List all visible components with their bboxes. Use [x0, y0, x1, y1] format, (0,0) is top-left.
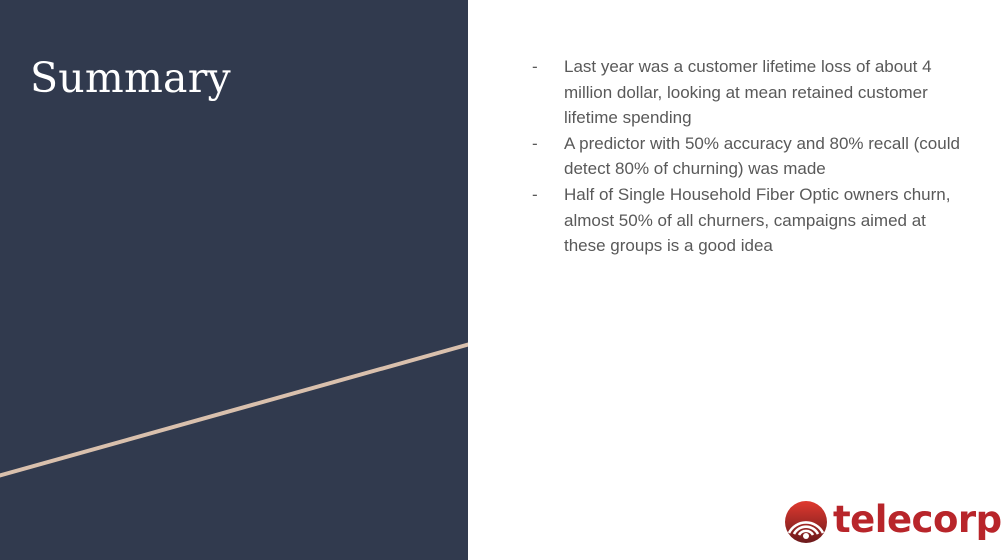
- telecorp-logo: telecorp: [783, 497, 1002, 547]
- summary-bullet: - A predictor with 50% accuracy and 80% …: [530, 131, 960, 182]
- signal-waves-icon: [785, 501, 827, 543]
- summary-bullet: - Half of Single Household Fiber Optic o…: [530, 182, 960, 259]
- slide-title: Summary: [30, 54, 231, 102]
- summary-bullet-list: - Last year was a customer lifetime loss…: [530, 54, 960, 259]
- bullet-text: A predictor with 50% accuracy and 80% re…: [564, 133, 960, 179]
- bullet-marker: -: [532, 184, 538, 204]
- bullet-marker: -: [532, 133, 538, 153]
- bullet-marker: -: [532, 57, 538, 76]
- summary-bullet: - Last year was a customer lifetime loss…: [530, 54, 960, 131]
- title-panel: Summary: [0, 0, 468, 560]
- diagonal-accent-line: [0, 342, 468, 478]
- bullet-text: Half of Single Household Fiber Optic own…: [564, 184, 951, 256]
- bullet-text: Last year was a customer lifetime loss o…: [564, 57, 932, 128]
- logo-wordmark: telecorp: [833, 498, 1002, 541]
